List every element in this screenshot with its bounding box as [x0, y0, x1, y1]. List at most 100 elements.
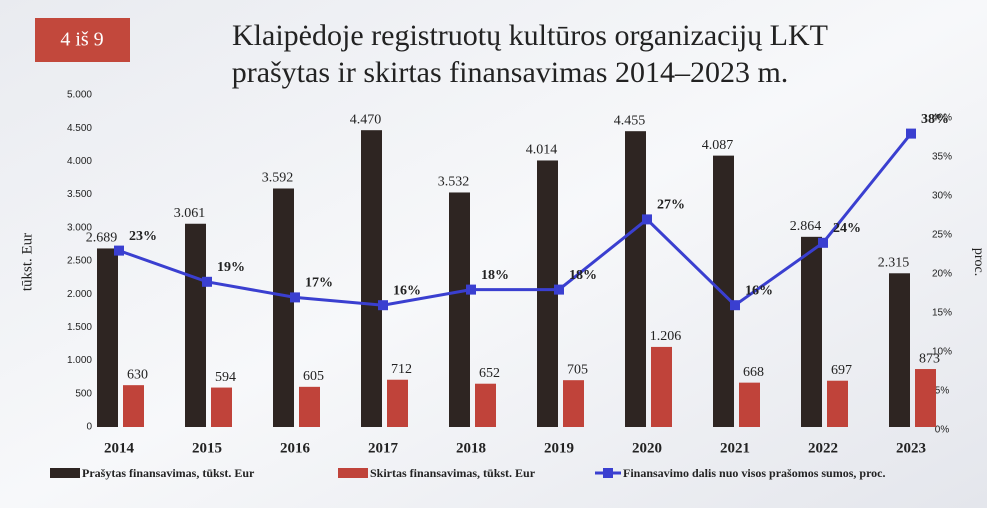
value-label: 873: [919, 351, 940, 366]
line-marker: [114, 245, 124, 256]
legend-label: Prašytas finansavimas, tūkst. Eur: [82, 466, 255, 480]
legend-label: Skirtas finansavimas, tūkst. Eur: [370, 466, 536, 480]
y2-tick-label: 35%: [932, 152, 952, 163]
bar: [211, 387, 232, 427]
y-tick-label: 0: [86, 422, 92, 433]
y-tick-label: 4.500: [67, 123, 92, 134]
bar: [185, 223, 206, 427]
y2-axis-label: proc.: [971, 248, 986, 276]
chart-title: prašytas ir skirtas finansavimas 2014–20…: [232, 56, 789, 89]
line-marker: [554, 284, 564, 295]
bar: [475, 383, 496, 427]
bar: [299, 386, 320, 427]
y-tick-label: 1.500: [67, 322, 92, 333]
value-label: 668: [743, 365, 764, 380]
line-marker: [906, 128, 916, 139]
value-label: 4.087: [702, 138, 734, 153]
bar: [625, 131, 646, 428]
bar: [801, 236, 822, 427]
bar: [651, 346, 672, 427]
x-tick-label: 2022: [808, 440, 838, 456]
value-label: 4.470: [350, 112, 382, 127]
y2-tick-label: 15%: [932, 308, 952, 319]
line: [118, 132, 913, 308]
value-label: 24%: [833, 221, 861, 236]
y-axis-label: tūkst. Eur: [19, 233, 35, 291]
bar: [449, 192, 470, 427]
x-tick-label: 2015: [192, 440, 222, 456]
bar: [889, 273, 910, 427]
chart-title: Klaipėdoje registruotų kultūros organiza…: [232, 19, 828, 52]
y-tick-label: 5.000: [67, 90, 92, 101]
value-label: 605: [303, 369, 324, 384]
y2-tick-label: 5%: [935, 386, 950, 397]
value-label: 18%: [481, 268, 509, 283]
value-label: 27%: [657, 198, 685, 213]
x-tick-label: 2020: [632, 440, 662, 456]
value-label: 4.455: [614, 113, 646, 128]
y-tick-label: 1.000: [67, 355, 92, 366]
bar: [273, 188, 294, 427]
line-marker: [730, 300, 740, 311]
bar: [739, 382, 760, 427]
value-label: 3.061: [174, 206, 206, 221]
value-label: 594: [215, 370, 236, 385]
legend-swatch: [50, 468, 80, 478]
y2-tick-label: 25%: [932, 230, 952, 241]
bar: [361, 130, 382, 427]
value-label: 1.206: [650, 329, 682, 344]
y-tick-label: 500: [75, 388, 92, 399]
value-label: 19%: [217, 260, 245, 275]
bar: [387, 379, 408, 427]
value-label: 3.532: [438, 175, 470, 190]
value-label: 705: [567, 362, 588, 377]
value-label: 18%: [569, 268, 597, 283]
bar: [713, 155, 734, 427]
value-label: 2.864: [790, 219, 822, 234]
badge: 4 iš 9: [60, 29, 103, 51]
line-marker: [642, 214, 652, 225]
legend-label: Finansavimo dalis nuo visos prašomos sum…: [623, 466, 886, 480]
y-tick-label: 3.500: [67, 189, 92, 200]
x-tick-label: 2014: [104, 440, 135, 456]
line-marker: [466, 284, 476, 295]
bar: [827, 380, 848, 427]
value-label: 2.689: [86, 231, 118, 246]
bar: [915, 369, 936, 427]
y2-tick-label: 30%: [932, 191, 952, 202]
y2-tick-label: 40%: [932, 113, 952, 124]
line-marker: [290, 292, 300, 303]
y2-tick-label: 20%: [932, 269, 952, 280]
value-label: 16%: [745, 283, 773, 298]
line-marker: [818, 237, 828, 248]
bar: [563, 380, 584, 427]
value-label: 17%: [305, 276, 333, 291]
legend-swatch: [603, 468, 613, 478]
y-tick-label: 2.500: [67, 256, 92, 267]
x-tick-label: 2017: [368, 440, 399, 456]
bar: [537, 160, 558, 427]
badge-box: [35, 18, 130, 62]
value-label: 16%: [393, 283, 421, 298]
value-label: 2.315: [878, 256, 910, 271]
y-tick-label: 2.000: [67, 289, 92, 300]
y-tick-label: 3.000: [67, 222, 92, 233]
value-label: 697: [831, 363, 852, 378]
x-tick-label: 2016: [280, 440, 311, 456]
x-tick-label: 2023: [896, 440, 926, 456]
x-tick-label: 2021: [720, 440, 750, 456]
value-label: 38%: [921, 112, 949, 127]
y2-tick-label: 0%: [935, 425, 950, 436]
legend-swatch: [338, 468, 368, 478]
value-label: 23%: [129, 229, 157, 244]
y-tick-label: 4.000: [67, 156, 92, 167]
value-label: 652: [479, 366, 500, 381]
value-label: 4.014: [526, 143, 558, 158]
x-tick-label: 2018: [456, 440, 486, 456]
bar: [97, 248, 118, 427]
line-marker: [202, 276, 212, 287]
value-label: 3.592: [262, 171, 294, 186]
line-marker: [378, 300, 388, 311]
value-label: 630: [127, 367, 148, 382]
